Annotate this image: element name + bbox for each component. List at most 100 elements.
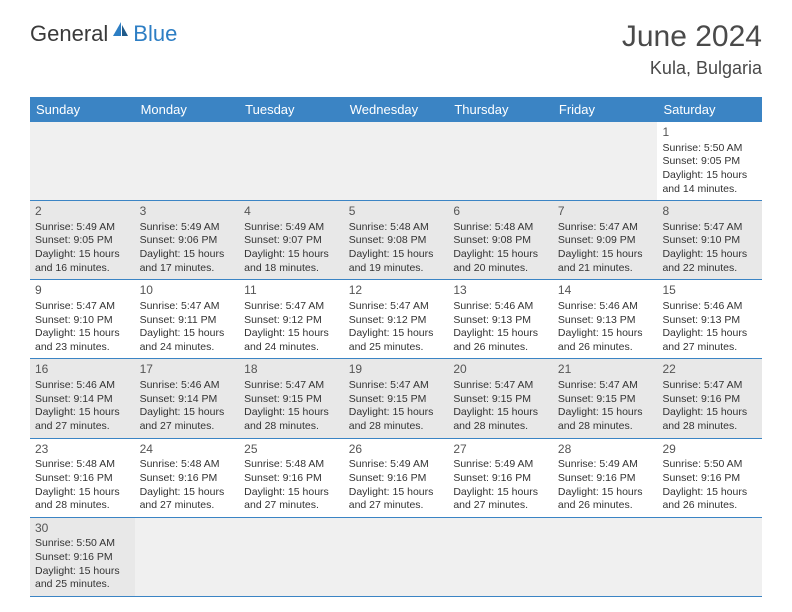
day-number: 11 bbox=[244, 283, 339, 299]
day-sunset: Sunset: 9:12 PM bbox=[244, 314, 339, 328]
day-number: 18 bbox=[244, 362, 339, 378]
day-header-cell: Friday bbox=[553, 97, 658, 122]
day-number: 3 bbox=[140, 204, 235, 220]
day-daylight2: and 23 minutes. bbox=[35, 341, 130, 355]
day-number: 21 bbox=[558, 362, 653, 378]
day-number: 2 bbox=[35, 204, 130, 220]
day-number: 6 bbox=[453, 204, 548, 220]
day-daylight2: and 28 minutes. bbox=[35, 499, 130, 513]
day-cell-empty bbox=[448, 518, 553, 596]
day-cell: 21Sunrise: 5:47 AMSunset: 9:15 PMDayligh… bbox=[553, 359, 658, 437]
logo-text-general: General bbox=[30, 21, 108, 47]
day-daylight2: and 14 minutes. bbox=[662, 183, 757, 197]
day-daylight1: Daylight: 15 hours bbox=[662, 169, 757, 183]
day-daylight2: and 27 minutes. bbox=[244, 499, 339, 513]
day-daylight1: Daylight: 15 hours bbox=[244, 486, 339, 500]
day-cell: 8Sunrise: 5:47 AMSunset: 9:10 PMDaylight… bbox=[657, 201, 762, 279]
day-number: 4 bbox=[244, 204, 339, 220]
week-row: 16Sunrise: 5:46 AMSunset: 9:14 PMDayligh… bbox=[30, 359, 762, 438]
day-sunrise: Sunrise: 5:48 AM bbox=[35, 458, 130, 472]
day-daylight2: and 28 minutes. bbox=[453, 420, 548, 434]
day-daylight2: and 27 minutes. bbox=[349, 499, 444, 513]
day-header-cell: Monday bbox=[135, 97, 240, 122]
day-daylight1: Daylight: 15 hours bbox=[244, 248, 339, 262]
day-number: 30 bbox=[35, 521, 130, 537]
day-cell-empty bbox=[344, 122, 449, 200]
day-daylight1: Daylight: 15 hours bbox=[140, 406, 235, 420]
day-sunset: Sunset: 9:11 PM bbox=[140, 314, 235, 328]
day-sunset: Sunset: 9:07 PM bbox=[244, 234, 339, 248]
day-sunrise: Sunrise: 5:50 AM bbox=[662, 458, 757, 472]
day-cell-empty bbox=[30, 122, 135, 200]
week-row: 30Sunrise: 5:50 AMSunset: 9:16 PMDayligh… bbox=[30, 518, 762, 597]
day-sunset: Sunset: 9:13 PM bbox=[558, 314, 653, 328]
day-cell-empty bbox=[657, 518, 762, 596]
day-sunset: Sunset: 9:05 PM bbox=[35, 234, 130, 248]
day-daylight2: and 26 minutes. bbox=[662, 499, 757, 513]
day-sunset: Sunset: 9:08 PM bbox=[453, 234, 548, 248]
day-number: 5 bbox=[349, 204, 444, 220]
day-sunset: Sunset: 9:05 PM bbox=[662, 155, 757, 169]
day-daylight2: and 26 minutes. bbox=[453, 341, 548, 355]
day-daylight2: and 28 minutes. bbox=[244, 420, 339, 434]
day-cell: 30Sunrise: 5:50 AMSunset: 9:16 PMDayligh… bbox=[30, 518, 135, 596]
day-number: 29 bbox=[662, 442, 757, 458]
day-cell: 4Sunrise: 5:49 AMSunset: 9:07 PMDaylight… bbox=[239, 201, 344, 279]
day-daylight1: Daylight: 15 hours bbox=[453, 248, 548, 262]
day-sunset: Sunset: 9:14 PM bbox=[140, 393, 235, 407]
day-number: 20 bbox=[453, 362, 548, 378]
day-daylight2: and 28 minutes. bbox=[558, 420, 653, 434]
day-cell: 12Sunrise: 5:47 AMSunset: 9:12 PMDayligh… bbox=[344, 280, 449, 358]
day-cell: 20Sunrise: 5:47 AMSunset: 9:15 PMDayligh… bbox=[448, 359, 553, 437]
day-daylight1: Daylight: 15 hours bbox=[558, 327, 653, 341]
day-sunset: Sunset: 9:08 PM bbox=[349, 234, 444, 248]
day-sunset: Sunset: 9:16 PM bbox=[349, 472, 444, 486]
day-daylight2: and 20 minutes. bbox=[453, 262, 548, 276]
day-cell-empty bbox=[239, 122, 344, 200]
day-sunset: Sunset: 9:14 PM bbox=[35, 393, 130, 407]
day-cell-empty bbox=[553, 122, 658, 200]
day-daylight2: and 28 minutes. bbox=[349, 420, 444, 434]
day-sunrise: Sunrise: 5:49 AM bbox=[558, 458, 653, 472]
day-cell: 29Sunrise: 5:50 AMSunset: 9:16 PMDayligh… bbox=[657, 439, 762, 517]
day-daylight2: and 27 minutes. bbox=[453, 499, 548, 513]
day-sunrise: Sunrise: 5:47 AM bbox=[349, 300, 444, 314]
day-daylight1: Daylight: 15 hours bbox=[140, 327, 235, 341]
day-sunrise: Sunrise: 5:46 AM bbox=[662, 300, 757, 314]
day-daylight1: Daylight: 15 hours bbox=[35, 486, 130, 500]
day-cell: 3Sunrise: 5:49 AMSunset: 9:06 PMDaylight… bbox=[135, 201, 240, 279]
day-sunrise: Sunrise: 5:47 AM bbox=[662, 379, 757, 393]
day-sunrise: Sunrise: 5:47 AM bbox=[558, 221, 653, 235]
day-number: 14 bbox=[558, 283, 653, 299]
day-daylight2: and 27 minutes. bbox=[140, 420, 235, 434]
day-cell-empty bbox=[553, 518, 658, 596]
week-row: 1Sunrise: 5:50 AMSunset: 9:05 PMDaylight… bbox=[30, 122, 762, 201]
day-number: 10 bbox=[140, 283, 235, 299]
day-sunset: Sunset: 9:10 PM bbox=[35, 314, 130, 328]
day-cell: 27Sunrise: 5:49 AMSunset: 9:16 PMDayligh… bbox=[448, 439, 553, 517]
day-sunrise: Sunrise: 5:46 AM bbox=[140, 379, 235, 393]
day-cell-empty bbox=[135, 122, 240, 200]
day-sunrise: Sunrise: 5:49 AM bbox=[349, 458, 444, 472]
day-daylight2: and 24 minutes. bbox=[244, 341, 339, 355]
day-daylight1: Daylight: 15 hours bbox=[453, 486, 548, 500]
day-cell: 18Sunrise: 5:47 AMSunset: 9:15 PMDayligh… bbox=[239, 359, 344, 437]
logo: General Blue bbox=[30, 20, 177, 47]
day-daylight2: and 26 minutes. bbox=[558, 341, 653, 355]
day-sunset: Sunset: 9:15 PM bbox=[244, 393, 339, 407]
day-sunset: Sunset: 9:16 PM bbox=[662, 393, 757, 407]
calendar: SundayMondayTuesdayWednesdayThursdayFrid… bbox=[30, 97, 762, 597]
day-sunset: Sunset: 9:06 PM bbox=[140, 234, 235, 248]
day-number: 16 bbox=[35, 362, 130, 378]
day-number: 1 bbox=[662, 125, 757, 141]
day-daylight2: and 18 minutes. bbox=[244, 262, 339, 276]
day-cell: 2Sunrise: 5:49 AMSunset: 9:05 PMDaylight… bbox=[30, 201, 135, 279]
day-sunset: Sunset: 9:09 PM bbox=[558, 234, 653, 248]
day-cell: 11Sunrise: 5:47 AMSunset: 9:12 PMDayligh… bbox=[239, 280, 344, 358]
day-cell-empty bbox=[448, 122, 553, 200]
header: General Blue June 2024 Kula, Bulgaria bbox=[0, 0, 792, 89]
day-number: 23 bbox=[35, 442, 130, 458]
day-header-cell: Thursday bbox=[448, 97, 553, 122]
day-sunrise: Sunrise: 5:50 AM bbox=[662, 142, 757, 156]
day-cell: 14Sunrise: 5:46 AMSunset: 9:13 PMDayligh… bbox=[553, 280, 658, 358]
